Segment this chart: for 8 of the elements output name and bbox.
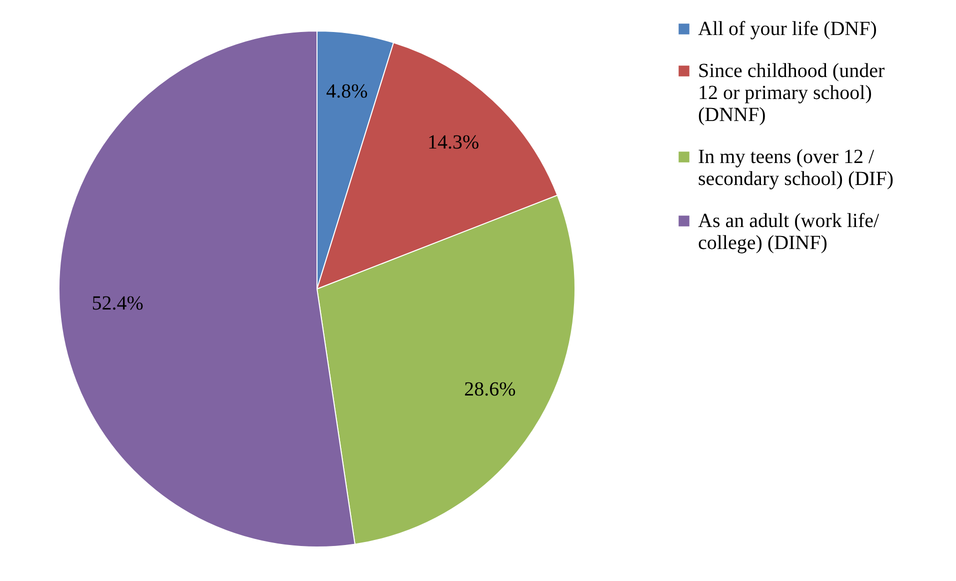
data-label: 4.8% [326, 80, 368, 102]
data-label: 52.4% [92, 292, 144, 315]
data-label: 28.6% [464, 378, 516, 400]
legend-label: As an adult (work life/ college) (DINF) [698, 210, 880, 254]
legend-label: Since childhood (under 12 or primary school) (DNNF) [698, 60, 885, 126]
legend-label: In my teens (over 12 / secondary school) (DIF) [698, 146, 894, 190]
data-label: 14.3% [428, 132, 480, 154]
legend-label: All of your life (DNF) [698, 18, 877, 40]
